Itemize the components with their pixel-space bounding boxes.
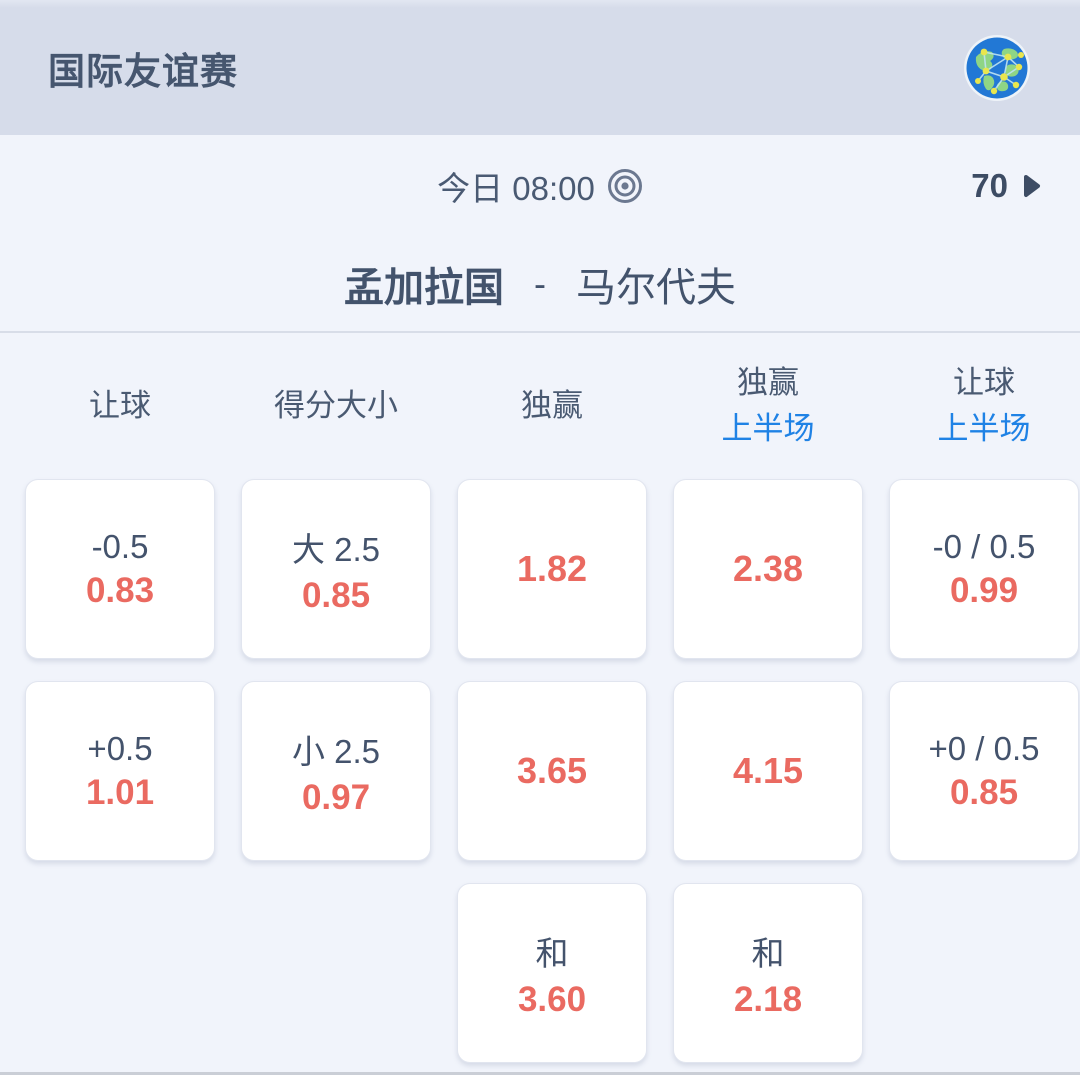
- odds-cell-label: 和: [751, 934, 785, 972]
- odds-cell-value: 4.15: [732, 750, 804, 791]
- globe-network-icon: [964, 34, 1030, 101]
- odds-cell-moneyline-fh-home[interactable]: 2.38: [673, 479, 863, 659]
- away-team-name: 马尔代夫: [576, 266, 736, 310]
- odds-cell-handicap-fh-away[interactable]: +0 / 0.5 0.85: [889, 681, 1079, 861]
- market-count: 70: [971, 167, 1008, 204]
- league-title: 国际友谊赛: [48, 50, 238, 92]
- odds-grid: -0.5 0.83 大 2.5 0.85 1.82 2.38 -0 / 0.5 …: [0, 479, 1080, 1063]
- odds-cell-moneyline-draw[interactable]: 和 3.60: [457, 883, 647, 1063]
- odds-cell-under[interactable]: 小 2.5 0.97: [241, 681, 431, 861]
- odds-cell-handicap-away[interactable]: +0.5 1.01: [25, 681, 215, 861]
- odds-cell-moneyline-fh-draw[interactable]: 和 2.18: [673, 883, 863, 1063]
- column-header-handicap: 让球: [89, 387, 151, 423]
- column-header-moneyline-first-half: 独赢 上半场: [721, 364, 815, 447]
- odds-cell-value: 3.60: [517, 979, 587, 1019]
- bullseye-icon: [607, 169, 642, 203]
- odds-cell-label: +0.5: [87, 729, 153, 767]
- odds-cell-value: 0.97: [301, 777, 371, 817]
- odds-cell-moneyline-away[interactable]: 3.65: [457, 681, 647, 861]
- odds-cell-value: 0.99: [949, 570, 1019, 610]
- market-headers-row: 让球 得分大小 独赢 独赢 上半场 让球 上半场: [0, 333, 1080, 479]
- odds-cell-value: 0.85: [301, 575, 371, 615]
- odds-cell-value: 1.01: [85, 772, 155, 812]
- match-title-row[interactable]: 孟加拉国 - 马尔代夫: [0, 237, 1080, 331]
- odds-cell-handicap-home[interactable]: -0.5 0.83: [25, 479, 215, 659]
- column-header-moneyline: 独赢: [521, 387, 583, 423]
- odds-cell-value: 2.18: [733, 979, 803, 1019]
- market-count-button[interactable]: 70: [971, 135, 1042, 237]
- column-header-over-under: 得分大小: [274, 387, 398, 423]
- odds-cell-value: 2.38: [732, 548, 804, 589]
- column-header-handicap-first-half: 让球 上半场: [937, 364, 1031, 447]
- odds-cell-value: 0.83: [85, 570, 155, 610]
- chevron-right-icon: [1024, 175, 1040, 197]
- odds-cell-label: 和: [535, 934, 569, 972]
- home-team-name: 孟加拉国: [344, 266, 504, 310]
- odds-cell-label: +0 / 0.5: [928, 729, 1040, 767]
- odds-cell-label: 小 2.5: [291, 732, 381, 770]
- odds-cell-moneyline-home[interactable]: 1.82: [457, 479, 647, 659]
- odds-cell-handicap-fh-home[interactable]: -0 / 0.5 0.99: [889, 479, 1079, 659]
- match-time-row: 今日 08:00 70: [0, 135, 1080, 237]
- bottom-divider: [0, 1072, 1080, 1075]
- odds-cell-label: -0.5: [91, 527, 149, 565]
- odds-cell-over[interactable]: 大 2.5 0.85: [241, 479, 431, 659]
- odds-cell-label: -0 / 0.5: [932, 527, 1036, 565]
- app-header: 国际友谊赛: [0, 0, 1080, 135]
- team-separator: -: [534, 263, 546, 304]
- odds-cell-value: 3.65: [516, 750, 588, 791]
- odds-cell-value: 1.82: [516, 548, 588, 589]
- odds-cell-label: 大 2.5: [291, 530, 381, 568]
- odds-cell-moneyline-fh-away[interactable]: 4.15: [673, 681, 863, 861]
- section-divider: [0, 331, 1080, 333]
- match-time: 今日 08:00: [437, 170, 595, 207]
- odds-cell-value: 0.85: [949, 772, 1019, 812]
